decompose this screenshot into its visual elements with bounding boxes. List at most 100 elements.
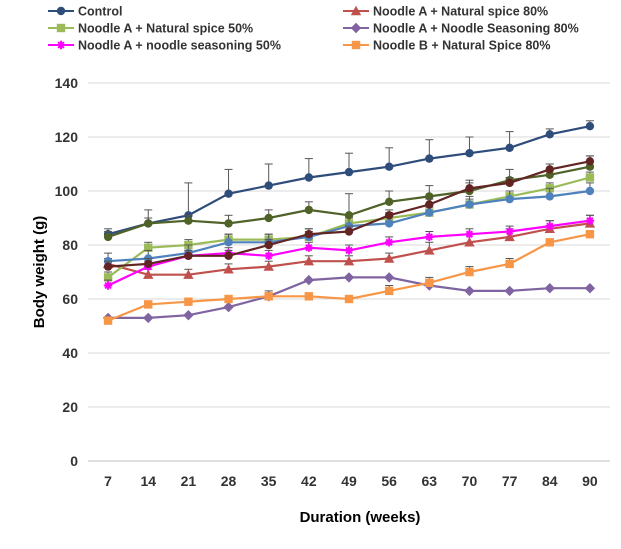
legend-item: Noodle A + Natural spice 80% — [343, 5, 548, 19]
data-point — [103, 232, 113, 242]
data-point — [425, 278, 434, 287]
data-point — [264, 251, 273, 260]
data-point — [384, 162, 394, 171]
data-point — [304, 230, 314, 239]
data-point — [343, 256, 355, 266]
data-point — [505, 227, 514, 236]
data-point — [264, 292, 273, 301]
y-tick-label: 120 — [55, 129, 79, 145]
x-tick-label: 7 — [104, 473, 112, 489]
data-point — [183, 269, 194, 279]
data-point — [384, 238, 394, 247]
data-point — [344, 227, 354, 236]
data-point — [584, 283, 596, 294]
data-point — [103, 273, 113, 282]
legend-label: Noodle B + Natural Spice 80% — [373, 39, 550, 53]
y-tick-label: 140 — [55, 75, 79, 91]
data-point — [504, 231, 515, 242]
data-point — [544, 283, 555, 294]
data-point — [304, 173, 314, 182]
data-point — [425, 192, 434, 201]
tick-labels: 0 20 40 60 80 100 120 140 7 14 21 28 35 42 49 56 63 70 77 8… — [55, 75, 598, 489]
x-tick-label: 63 — [422, 473, 438, 489]
data-point — [264, 240, 273, 250]
series-9 — [103, 155, 595, 271]
data-point — [303, 274, 315, 286]
legend-swatch-marker — [350, 22, 362, 34]
data-point — [184, 251, 193, 260]
data-point — [383, 253, 395, 263]
data-point — [304, 292, 314, 301]
data-point — [184, 297, 193, 306]
data-point — [103, 281, 113, 290]
data-point — [545, 221, 554, 231]
legend-label: Noodle A + Noodle Seasoning 80% — [373, 22, 579, 36]
legend-item: Noodle A + Natural spice 50% — [48, 22, 253, 36]
x-tick-label: 90 — [582, 473, 598, 489]
data-point — [223, 301, 234, 313]
data-point — [144, 219, 153, 228]
data-point — [505, 143, 514, 152]
x-tick-label: 28 — [221, 473, 237, 489]
data-point — [224, 219, 233, 228]
data-point — [505, 178, 514, 188]
data-point — [383, 272, 395, 283]
data-point — [465, 267, 474, 277]
x-tick-label: 14 — [140, 473, 156, 489]
data-point — [384, 286, 394, 296]
y-tick-label: 100 — [55, 183, 79, 199]
data-point — [504, 285, 515, 297]
legend-label: Noodle A + Natural spice 50% — [78, 22, 253, 36]
data-point — [344, 246, 354, 255]
data-point — [545, 238, 554, 247]
series-group — [102, 120, 596, 325]
data-point — [585, 122, 595, 131]
legend-label: Noodle A + noodle seasoning 50% — [78, 39, 281, 53]
x-axis-title: Duration (weeks) — [300, 509, 421, 526]
data-point — [224, 294, 233, 304]
data-point — [183, 310, 194, 321]
data-point — [425, 154, 434, 163]
data-point — [144, 300, 153, 309]
legend-item: Control — [48, 5, 122, 19]
data-point — [464, 285, 475, 297]
data-point — [264, 181, 273, 190]
data-point — [144, 243, 153, 252]
data-point — [545, 165, 554, 174]
data-point — [344, 211, 354, 220]
legend-swatch-marker — [56, 40, 66, 50]
data-point — [224, 251, 233, 260]
data-point — [545, 130, 554, 139]
data-point — [465, 200, 474, 209]
x-tick-label: 49 — [341, 473, 357, 489]
data-point — [343, 272, 355, 283]
legend-item: Noodle B + Natural Spice 80% — [343, 39, 550, 53]
data-point — [505, 259, 514, 269]
x-tick-label: 42 — [301, 473, 317, 489]
y-tick-label: 0 — [70, 453, 78, 469]
x-tick-label: 56 — [381, 473, 397, 489]
legend-item: Noodle A + noodle seasoning 50% — [48, 39, 281, 53]
legend-swatch-marker — [56, 23, 66, 33]
legend-swatch-marker — [350, 5, 362, 16]
data-point — [303, 256, 315, 266]
data-point — [425, 200, 434, 209]
x-tick-label: 35 — [261, 473, 277, 489]
legend-swatch-marker — [351, 40, 361, 50]
data-point — [424, 245, 435, 255]
data-point — [143, 269, 154, 279]
data-point — [143, 312, 154, 324]
legend-swatch-marker — [56, 6, 66, 16]
data-point — [223, 264, 234, 274]
data-point — [585, 230, 595, 239]
data-point — [224, 189, 233, 198]
data-point — [585, 157, 595, 166]
data-point — [384, 211, 394, 220]
y-axis-title: Body weight (g) — [31, 216, 48, 329]
data-point — [144, 259, 153, 269]
data-point — [263, 261, 274, 271]
y-tick-label: 80 — [62, 237, 78, 253]
